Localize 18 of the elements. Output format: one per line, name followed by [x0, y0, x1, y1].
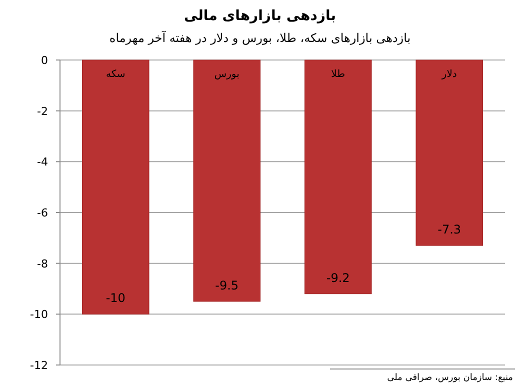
- chart-subtitle: بازدهی بازارهای سکه، طلا، بورس و دلار در هفته آخر مهرماه: [109, 30, 411, 45]
- y-tick-label: -12: [30, 359, 48, 372]
- y-tick-label: -6: [37, 206, 48, 220]
- x-tick-label: طلا: [331, 69, 346, 80]
- data-label: -9.2: [326, 270, 350, 285]
- y-tick-label: -10: [30, 308, 48, 322]
- x-tick-label: بورس: [214, 69, 240, 80]
- y-tick-label: 0: [41, 54, 48, 67]
- data-label: -9.5: [215, 278, 239, 292]
- text: منبع: سازمان بورس، صرافی ملی: [387, 373, 514, 383]
- y-tick-label: -4: [37, 156, 48, 169]
- y-tick-label: -8: [37, 257, 48, 270]
- y-tick-label: -2: [37, 104, 48, 118]
- data-label: -7.3: [438, 222, 462, 237]
- x-tick-label: دلار: [440, 69, 457, 80]
- chart-title: بازدهی بازارهای مالی: [184, 8, 336, 24]
- data-label: -10: [106, 291, 126, 306]
- x-tick-label: سکه: [106, 69, 126, 80]
